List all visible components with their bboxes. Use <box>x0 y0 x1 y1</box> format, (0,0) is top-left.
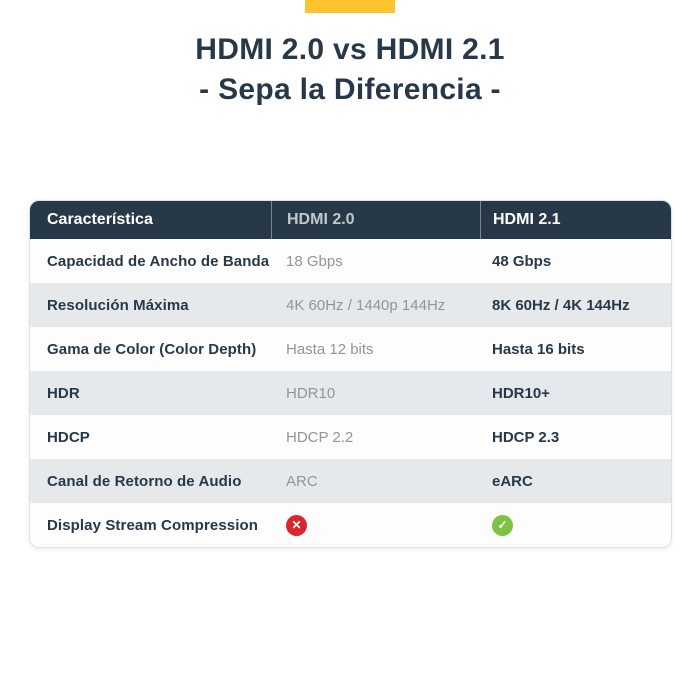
column-header-hdmi-2-0: HDMI 2.0 <box>271 201 480 239</box>
feature-cell: Capacidad de Ancho de Banda <box>47 252 270 270</box>
hdmi20-cell: Hasta 12 bits <box>286 340 374 358</box>
hdmi21-cell: 8K 60Hz / 4K 144Hz <box>492 296 630 314</box>
table-row: Display Stream Compression ✕ ✓ <box>30 503 671 547</box>
hdmi21-cell: HDCP 2.3 <box>492 428 560 446</box>
feature-cell: HDR <box>47 384 80 402</box>
table-row: Resolución Máxima 4K 60Hz / 1440p 144Hz … <box>30 283 671 327</box>
hdmi20-cell: ✕ <box>271 503 480 547</box>
hdmi20-cell: 4K 60Hz / 1440p 144Hz <box>286 296 446 314</box>
table-row: Gama de Color (Color Depth) Hasta 12 bit… <box>30 327 671 371</box>
hdmi20-cell: 18 Gbps <box>286 252 343 270</box>
column-header-caracteristica: Característica <box>47 211 153 228</box>
feature-cell: Canal de Retorno de Audio <box>47 472 242 490</box>
feature-cell: HDCP <box>47 428 90 446</box>
hdmi21-cell: ✓ <box>480 503 671 547</box>
hdmi20-cell: HDR10 <box>286 384 336 402</box>
hdmi20-cell: ARC <box>286 472 318 490</box>
feature-cell: Gama de Color (Color Depth) <box>47 340 257 358</box>
table-row: HDR HDR10 HDR10+ <box>30 371 671 415</box>
hdmi21-cell: HDR10+ <box>492 384 550 402</box>
hdmi20-cell: HDCP 2.2 <box>286 428 354 446</box>
cross-icon: ✕ <box>286 514 307 536</box>
comparison-table: Característica HDMI 2.0 HDMI 2.1 Capacid… <box>29 200 672 548</box>
table-body: Capacidad de Ancho de Banda 18 Gbps 48 G… <box>30 239 671 547</box>
page-title-line1: HDMI 2.0 vs HDMI 2.1 <box>195 33 505 66</box>
table-row: Canal de Retorno de Audio ARC eARC <box>30 459 671 503</box>
feature-cell: Resolución Máxima <box>47 296 189 314</box>
accent-bar <box>305 0 395 13</box>
feature-cell: Display Stream Compression <box>47 516 259 534</box>
table-row: Capacidad de Ancho de Banda 18 Gbps 48 G… <box>30 239 671 283</box>
column-header-hdmi-2-1: HDMI 2.1 <box>480 201 671 239</box>
page-title: HDMI 2.0 vs HDMI 2.1 - Sepa la Diferenci… <box>0 30 700 110</box>
check-icon: ✓ <box>492 514 513 536</box>
hdmi21-cell: Hasta 16 bits <box>492 340 585 358</box>
table-row: HDCP HDCP 2.2 HDCP 2.3 <box>30 415 671 459</box>
hdmi21-cell: eARC <box>492 472 533 490</box>
hdmi21-cell: 48 Gbps <box>492 252 552 270</box>
page-title-line2: - Sepa la Diferencia - <box>199 73 501 106</box>
table-header-row: Característica HDMI 2.0 HDMI 2.1 <box>30 201 671 239</box>
